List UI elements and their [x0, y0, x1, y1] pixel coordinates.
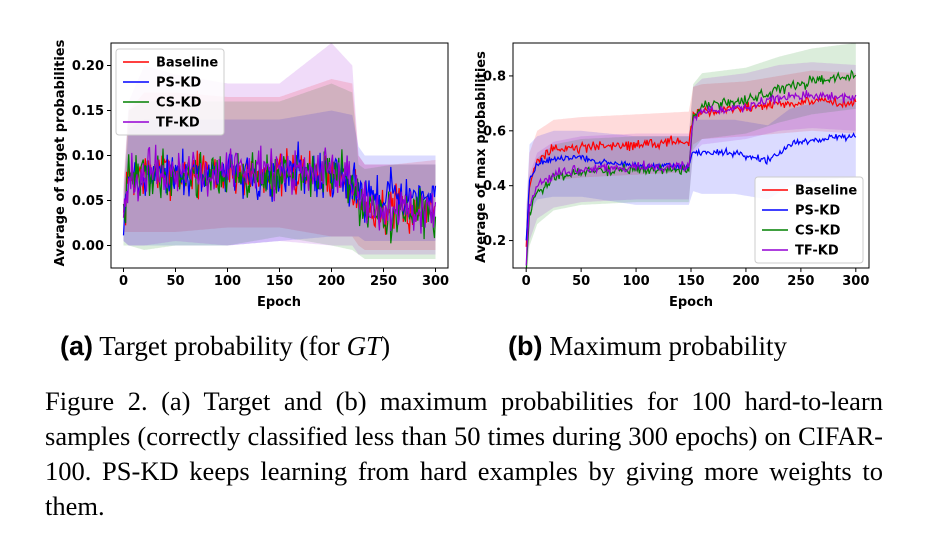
legend-label: Baseline: [795, 184, 857, 199]
series-line-baseline: [525, 96, 857, 247]
y-tick-label: 0.8: [483, 69, 506, 84]
series-line-cs-kd: [122, 148, 437, 244]
x-tick-label: 100: [214, 274, 241, 289]
y-tick-label: 0.05: [72, 194, 104, 209]
legend-box: [754, 176, 864, 264]
band-tf-kd: [526, 62, 856, 268]
legend-label: CS-KD: [156, 96, 202, 111]
x-tick-label: 50: [572, 274, 590, 289]
series-line-ps-kd: [525, 132, 857, 241]
chart-target-probability: Average of target probabilities Epoch 0 5…: [53, 39, 449, 310]
y-tick-label: 0.10: [72, 149, 104, 164]
band-baseline: [526, 70, 856, 263]
x-tick-label: 0: [119, 274, 128, 289]
series-line-tf-kd: [122, 144, 437, 234]
subcaption-a: (a) Target probability (for GT): [60, 331, 390, 362]
x-tick-label: 200: [318, 274, 345, 289]
x-tick-label: 200: [732, 274, 759, 289]
series-line-tf-kd: [525, 90, 857, 266]
x-axis-label: Epoch: [257, 295, 301, 310]
x-tick-label: 150: [266, 274, 293, 289]
subcaption-b-text: Maximum probability: [549, 331, 787, 361]
band-ps-kd: [526, 97, 856, 255]
y-tick-label: 0.4: [483, 179, 506, 194]
x-tick-label: 250: [370, 274, 397, 289]
subcaption-b-label: (b): [508, 331, 543, 361]
x-tick-label: 100: [622, 274, 649, 289]
y-tick-label: 0.20: [72, 59, 104, 74]
lines: [525, 69, 857, 268]
y-tick-label: 0.6: [483, 124, 506, 139]
x-tick-label: 300: [422, 274, 449, 289]
legend-label: PS-KD: [795, 204, 840, 219]
subcaption-a-text: Target probability (for: [99, 331, 340, 361]
x-tick-label: 0: [522, 274, 531, 289]
legend-label: Baseline: [156, 56, 218, 71]
x-tick-label: 50: [166, 274, 184, 289]
x-tick-label: 250: [787, 274, 814, 289]
y-axis-label: Average of max probabilities: [474, 51, 489, 263]
legend-label: TF-KD: [795, 244, 839, 259]
y-tick-label: 0.00: [72, 239, 104, 254]
subcaption-a-gt: GT: [346, 331, 382, 361]
figure-caption: Figure 2. (a) Target and (b) maximum pro…: [45, 386, 883, 521]
y-axis-label: Average of target probabilities: [53, 39, 68, 266]
lines: [122, 141, 437, 244]
subcaption-a-close: ): [381, 331, 391, 361]
legend: Baseline PS-KD CS-KD TF-KD: [754, 176, 864, 264]
x-tick-label: 150: [677, 274, 704, 289]
legend-label: CS-KD: [795, 224, 841, 239]
x-tick-label: 300: [842, 274, 869, 289]
x-axis-label: Epoch: [669, 295, 713, 310]
legend-box: [115, 48, 225, 136]
subcaption-b: (b) Maximum probability: [508, 331, 787, 362]
subcaption-a-label: (a): [60, 331, 93, 361]
legend-label: PS-KD: [156, 76, 201, 91]
y-tick-label: 0.15: [72, 104, 104, 119]
chart-max-probability: Average of max probabilities Epoch 0 50 10…: [474, 42, 870, 310]
legend: Baseline PS-KD CS-KD TF-KD: [115, 48, 225, 136]
legend-label: TF-KD: [156, 116, 200, 131]
y-tick-label: 0.2: [483, 234, 506, 249]
